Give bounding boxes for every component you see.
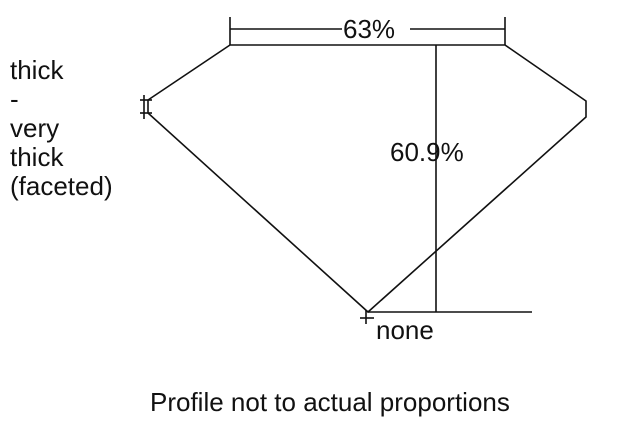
girdle-label-line: very [10, 113, 60, 143]
culet-label: none [376, 315, 434, 345]
girdle-label-line: thick [10, 55, 64, 85]
caption: Profile not to actual proportions [150, 387, 510, 417]
girdle-label-line: (faceted) [10, 171, 113, 201]
table-percent-label: 63% [343, 14, 396, 44]
girdle-label-line: - [10, 84, 19, 114]
girdle-label: thick - very thick (faceted) [10, 56, 113, 201]
gem-outline [147, 44, 587, 314]
girdle-label-line: thick [10, 142, 64, 172]
depth-percent-label: 60.9% [390, 137, 464, 167]
